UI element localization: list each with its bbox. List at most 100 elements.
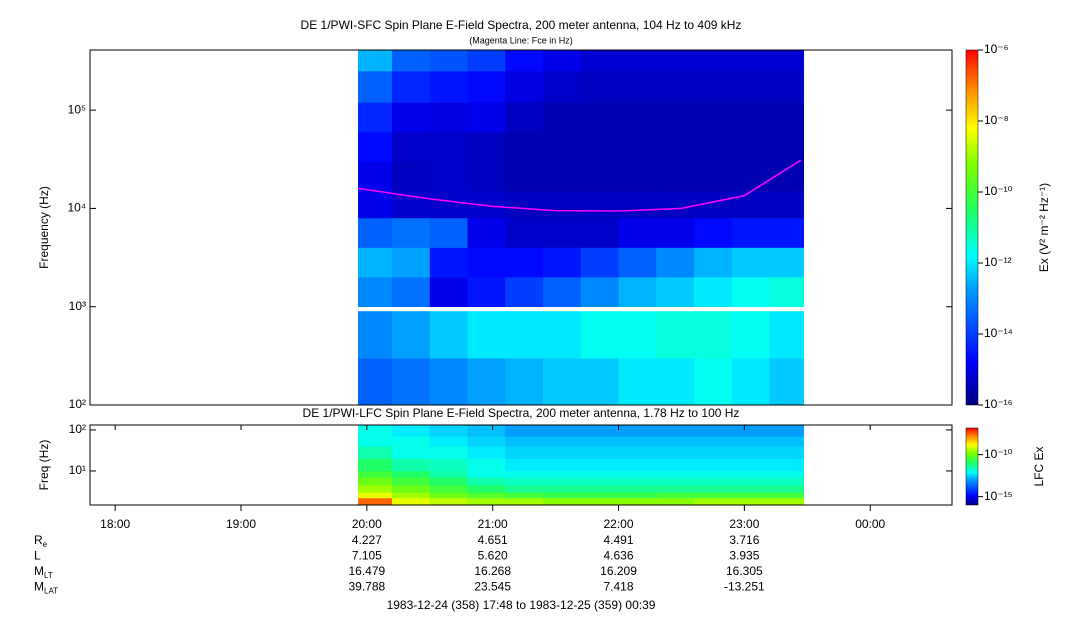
spectrogram-cell [358,425,393,437]
spectrogram-cell [543,217,582,248]
spectrogram-cell [769,458,805,472]
spectrogram-cell [429,470,469,478]
colorbar-tick-label: 10⁻¹⁰ [984,447,1013,461]
spectrogram-cell [543,161,582,192]
spectrogram-cell [731,247,771,278]
spectrogram-cell [543,458,582,472]
y-tick-label: 10⁵ [68,102,86,116]
y-axis-label: Frequency (Hz) [37,186,51,269]
spectrogram-cell [618,277,657,308]
spectrogram-cell [694,470,733,478]
spectrogram-cell [358,131,393,162]
spectrogram-cell [505,492,544,499]
footer: 1983-12-24 (358) 17:48 to 1983-12-25 (35… [387,598,656,612]
spectrogram-cell [505,217,544,248]
colorbar-tick-label: 10⁻⁶ [984,42,1009,56]
spectrogram-cell [694,485,733,493]
spectrogram-cell [505,102,544,133]
spectrogram-cell [769,131,805,162]
orbit-label-sub: e [43,540,48,549]
spectrogram-cell [467,247,506,278]
spectrogram-cell [694,492,733,499]
orbit-label-sub: LAT [44,587,58,596]
spectrogram-cell [392,191,431,219]
spectrogram-cell [392,492,431,499]
x-tick-label: 22:00 [604,517,634,531]
spectrogram-cell [694,425,733,437]
spectrogram-cell [392,458,431,472]
spectrogram-cell [505,161,544,192]
spectrogram-cell [580,477,620,486]
orbit-value: -13.251 [724,580,765,594]
spectrogram-cell [505,191,544,219]
spectrogram-cell [769,71,805,103]
spectrogram-cell [429,102,469,133]
orbit-value: 3.716 [729,533,759,547]
orbit-value: 16.209 [600,564,637,578]
spectrogram-cell [656,497,695,506]
spectrogram-cell [467,425,506,437]
orbit-value: 16.479 [348,564,385,578]
spectrogram-cell [429,191,469,219]
spectrogram-cell [731,277,771,308]
spectrogram-cell [694,131,733,162]
spectrogram-cell [769,425,805,437]
spectrogram-cell [429,131,469,162]
spectrogram-cell [505,497,544,506]
colorbar-label: LFC Ex [1032,446,1046,486]
y-tick-label: 10¹ [69,463,86,477]
spectrogram-cell [618,71,657,103]
spectrogram-cell [543,277,582,308]
spectrogram-cell [618,470,657,478]
spectrogram-cell [731,497,771,506]
spectrogram-cell [731,485,771,493]
spectrogram-cell [505,470,544,478]
spectrogram-cell [429,485,469,493]
spectrogram-cell [505,131,544,162]
spectrogram-cell [505,247,544,278]
spectrogram-cell [580,436,620,447]
spectrogram-cell [769,217,805,248]
spectrogram-cell [392,470,431,478]
spectrogram-cell [467,311,506,359]
spectrogram-cell [429,477,469,486]
spectrogram-cell [467,217,506,248]
spectrogram-cell [731,191,771,219]
y-tick-label: 10² [69,422,86,436]
orbit-row-label: MLT [34,564,53,580]
spectrogram-cell [429,458,469,472]
spectrogram-cell [358,470,393,478]
spectrogram-cell [392,71,431,103]
spectrogram-cell [694,277,733,308]
spectrogram-cell [769,247,805,278]
spectrogram-cell [505,485,544,493]
spectrogram-cell [769,470,805,478]
spectrogram-cell [392,50,431,72]
spectrogram-cell [694,446,733,459]
spectrogram-cell [358,191,393,219]
colorbar-tick-label: 10⁻⁸ [984,113,1009,127]
spectrogram-cell [429,247,469,278]
spectrogram-cell [429,436,469,447]
orbit-value: 4.491 [604,533,634,547]
orbit-value: 16.268 [474,564,511,578]
orbit-label-main: L [34,549,41,563]
plot-frame [89,49,953,406]
orbit-value: 3.935 [729,549,759,563]
spectrogram-cell [694,497,733,506]
spectrogram-cell [467,358,506,406]
chart-title: DE 1/PWI-SFC Spin Plane E-Field Spectra,… [301,18,742,32]
spectrogram-cell [694,247,733,278]
spectrogram-cell [358,277,393,308]
spectrogram-cell [769,477,805,486]
spectrogram-cell [358,311,393,359]
spectrogram-cell [769,436,805,447]
x-tick-label: 19:00 [226,517,256,531]
spectrogram-cell [656,311,695,359]
spectrogram-cell [543,485,582,493]
spectrogram-cell [392,425,431,437]
spectrogram-cell [731,311,771,359]
colorbar-label: Ex (V² m⁻² Hz⁻¹) [1037,183,1051,272]
x-tick-label: 21:00 [478,517,508,531]
